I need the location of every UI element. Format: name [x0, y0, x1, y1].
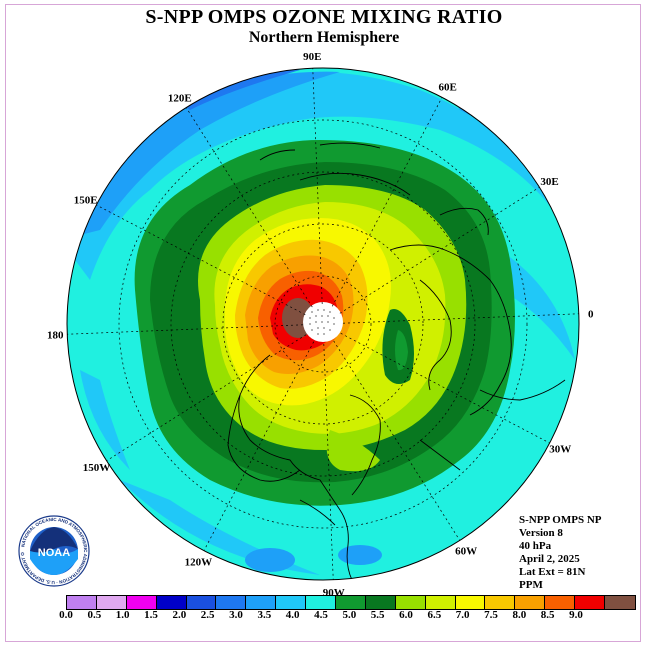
info-product: S-NPP OMPS NP — [519, 514, 602, 526]
image-frame — [5, 4, 641, 642]
color-scale-ticks: 0.0 0.5 1.0 1.5 2.0 2.5 3.0 3.5 4.0 4.5 5.0 5.5 6.0 6… — [59, 609, 583, 623]
color-scale-segment — [395, 596, 426, 609]
meridian-line — [203, 341, 315, 551]
noaa-logo: NOAA NATIONAL OCEANIC AND ATMOSPHERIC AD… — [18, 515, 90, 587]
info-version: Version 8 — [519, 527, 563, 539]
color-scale-tick-label: 3.5 — [257, 609, 272, 621]
color-scale-segment — [156, 596, 187, 609]
color-scale-segment — [336, 596, 366, 609]
color-scale-tick-label: 5.0 — [342, 609, 357, 621]
color-scale-segment — [485, 596, 516, 609]
color-scale-segment — [246, 596, 277, 609]
meridian-line — [331, 97, 443, 307]
color-scale-tick-label: 9.0 — [569, 609, 583, 621]
longitude-label: 180 — [47, 330, 64, 342]
color-scale-tick-label: 2.5 — [200, 609, 215, 621]
color-scale-segment — [605, 596, 635, 609]
meridian-line — [312, 68, 323, 305]
latitude-circles — [118, 119, 528, 529]
meridian-line — [339, 186, 540, 314]
color-scale-tick-label: 3.0 — [229, 609, 243, 621]
longitude-label: 60W — [455, 546, 477, 558]
longitude-label: 150E — [74, 194, 98, 206]
color-scale-tick-label: 2.0 — [172, 609, 187, 621]
color-scale-segment — [575, 596, 606, 609]
color-scale-tick-label: 0.0 — [59, 609, 73, 621]
meridian-line — [185, 107, 313, 308]
longitude-label: 30W — [549, 444, 571, 456]
color-scale-segment — [126, 596, 157, 609]
color-scale-segment — [216, 596, 247, 609]
color-scale-segment — [515, 596, 546, 609]
longitude-label: 30E — [540, 176, 558, 188]
coastlines — [227, 142, 566, 580]
color-scale-segment — [545, 596, 576, 609]
info-units: PPM — [519, 579, 543, 591]
longitude-label: 60E — [438, 82, 456, 94]
info-lat-ext: Lat Ext = 81N — [519, 566, 586, 578]
color-scale-segment — [96, 596, 127, 609]
meridian-line — [67, 324, 304, 335]
info-level: 40 hPa — [519, 540, 552, 552]
color-scale-tick-label: 1.5 — [144, 609, 158, 621]
color-scale-tick-label: 5.5 — [370, 609, 385, 621]
color-scale-segment — [306, 596, 337, 609]
color-scale-tick-label: 6.0 — [399, 609, 413, 621]
meridian-line — [106, 334, 307, 462]
map-subtitle: Northern Hemisphere — [248, 29, 400, 46]
color-scale-tick-label: 7.5 — [484, 609, 498, 621]
color-scale-segment — [276, 596, 307, 609]
meridian-line — [333, 340, 461, 541]
color-scale-tick-label: 8.0 — [512, 609, 527, 621]
color-scale-tick-label: 4.0 — [285, 609, 300, 621]
color-scale-segment — [186, 596, 217, 609]
color-scale-segment — [67, 596, 97, 609]
color-scale-bar — [66, 595, 636, 610]
longitude-label: 150W — [83, 462, 111, 474]
longitude-lines — [67, 68, 579, 580]
meridian-line — [340, 332, 550, 444]
color-scale-segment — [425, 596, 456, 609]
map-title: S-NPP OMPS OZONE MIXING RATIO — [145, 6, 503, 28]
ozone-field — [67, 68, 579, 580]
meridian-line — [96, 204, 306, 316]
longitude-label: 0 — [588, 308, 594, 320]
logo-text: NOAA — [38, 547, 70, 559]
color-scale-tick-label: 6.5 — [427, 609, 442, 621]
color-scale-tick-label: 7.0 — [455, 609, 470, 621]
polar-dots — [309, 309, 335, 335]
info-date: April 2, 2025 — [519, 553, 580, 565]
color-scale-tick-label: 0.5 — [87, 609, 102, 621]
color-scale-tick-label: 1.0 — [115, 609, 130, 621]
map-outline — [66, 67, 580, 581]
color-scale-tick-label: 4.5 — [314, 609, 328, 621]
longitude-label: 120W — [185, 556, 213, 568]
longitude-label: 90E — [303, 51, 321, 63]
info-panel: S-NPP OMPS NP Version 8 40 hPa April 2, … — [519, 514, 602, 592]
color-scale-segment — [365, 596, 396, 609]
meridian-line — [342, 313, 579, 324]
color-scale-tick-label: 8.5 — [540, 609, 555, 621]
longitude-label: 120E — [168, 92, 192, 104]
color-scale-segment — [455, 596, 486, 609]
meridian-line — [323, 343, 334, 580]
